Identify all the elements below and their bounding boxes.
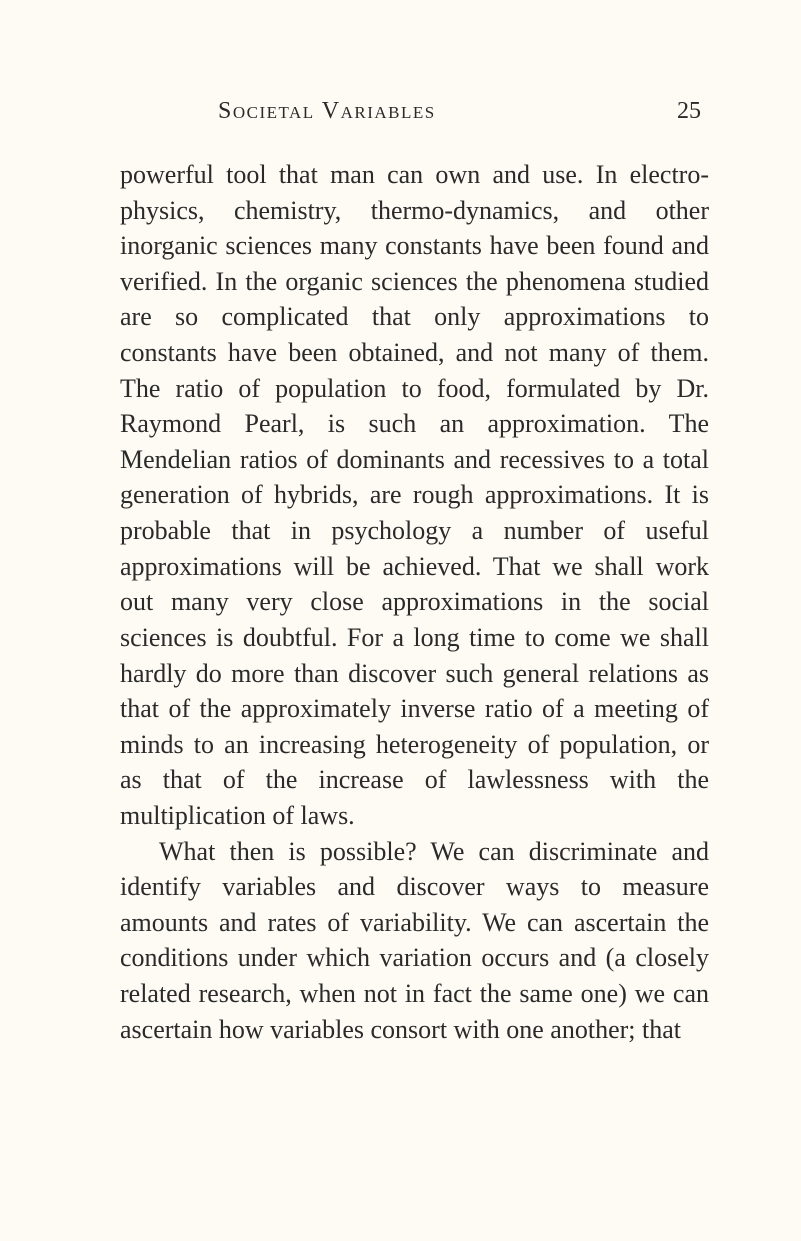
page-container: Societal Variables 25 powerful tool that… [0,0,801,1107]
paragraph: What then is possible? We can discrimina… [120,834,709,1048]
body-text: powerful tool that man can own and use. … [120,157,709,1047]
running-head: Societal Variables [218,98,436,125]
paragraph: powerful tool that man can own and use. … [120,157,709,834]
page-number: 25 [677,98,701,125]
page-header: Societal Variables 25 [120,98,709,125]
